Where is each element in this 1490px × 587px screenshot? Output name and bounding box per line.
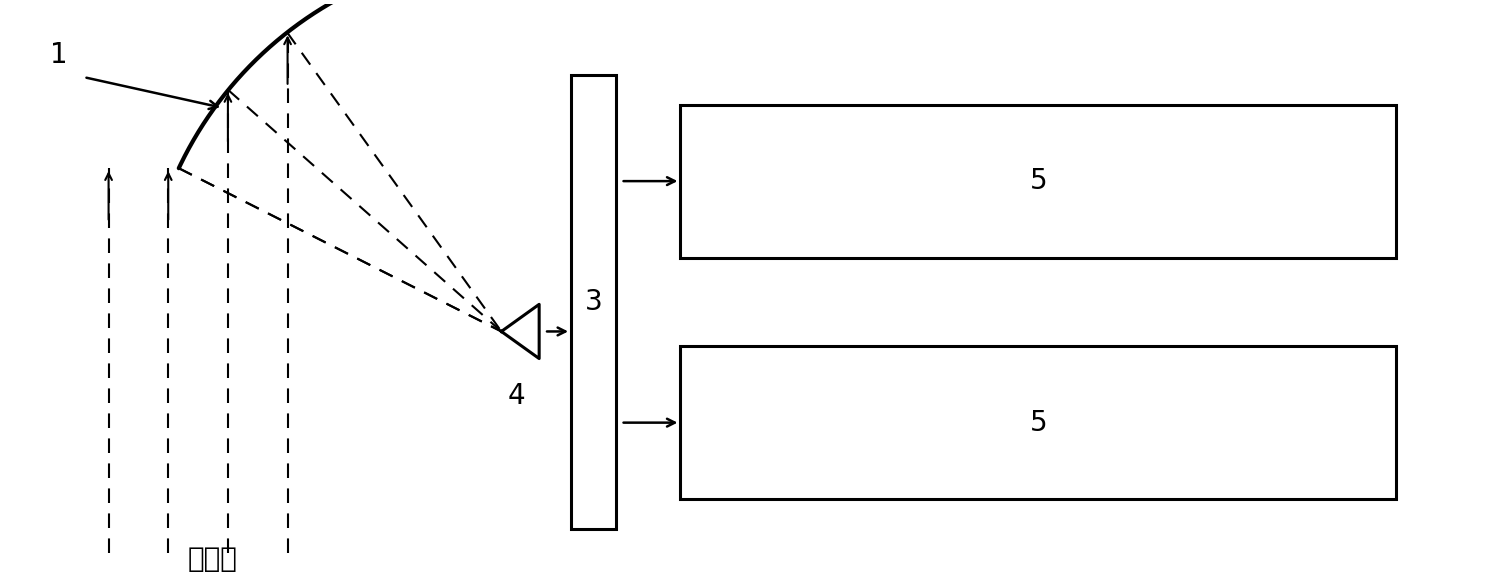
Text: 5: 5 bbox=[1030, 409, 1047, 437]
Text: 4: 4 bbox=[508, 382, 524, 410]
Bar bbox=[571, 75, 615, 529]
Bar bbox=[681, 346, 1396, 499]
Text: 5: 5 bbox=[1030, 167, 1047, 195]
Bar bbox=[681, 104, 1396, 258]
Text: 入射流: 入射流 bbox=[188, 545, 238, 573]
Text: 3: 3 bbox=[584, 288, 602, 316]
Text: 1: 1 bbox=[51, 42, 67, 69]
